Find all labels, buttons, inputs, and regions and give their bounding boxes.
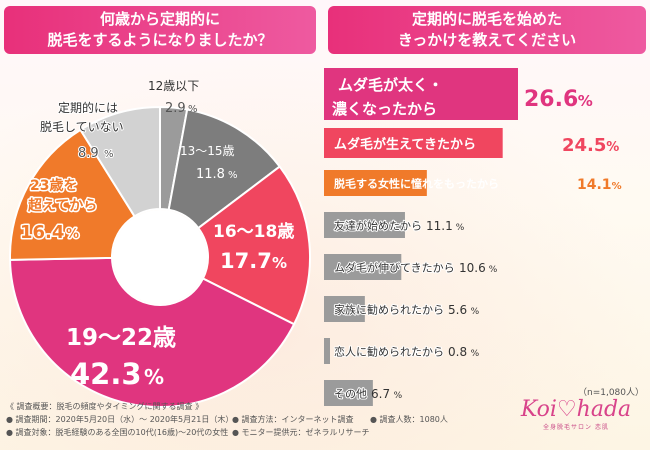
bar-value-5: 10.6 xyxy=(459,261,486,275)
bar-row-7: 恋人に勧められたから 0.8% xyxy=(324,338,480,364)
bar-label-2: ムダ毛が生えてきたから xyxy=(334,137,476,153)
slice-label-none-2: 脱毛していない xyxy=(40,119,124,134)
bar-label-1-line1: ムダ毛が太く・ xyxy=(338,76,443,94)
bar-row-4: 友達が始めたから 11.1% xyxy=(324,212,465,238)
bar-row-6: 家族に勧められたから 5.6% xyxy=(324,296,480,322)
slice-label-16-18: 16〜18歳 xyxy=(213,221,294,242)
bar-row-2: ムダ毛が生えてきたから 24.5% xyxy=(324,128,619,158)
bar-value-1: 26.6 xyxy=(524,87,578,112)
slice-pct-12-under: 2.9 xyxy=(165,101,186,116)
slice-unit-19-22: % xyxy=(144,365,164,389)
bar-value-8: 6.7 xyxy=(371,387,390,401)
slice-unit-none: % xyxy=(104,149,114,160)
left-header-line2: 脱毛をするようになりましたか？ xyxy=(47,31,273,49)
left-header-line1: 何歳から定期的に xyxy=(99,10,220,28)
sample-size-label: （n=1,080人） xyxy=(578,388,645,398)
slice-label-23-over-1: 23歳を xyxy=(30,177,77,194)
bar-label-5: ムダ毛が伸びてきたから xyxy=(334,261,455,275)
logo-tagline: 全身脱毛サロン 恋肌 xyxy=(543,424,609,431)
bar-label-8: その他 xyxy=(334,388,367,401)
slice-pct-19-22: 42.3 xyxy=(70,357,142,391)
footnote-period: ● 調査期間：2020年5月20日（水）〜 2020年5月21日（木） xyxy=(6,415,234,424)
bar-5 xyxy=(324,254,402,280)
bar-unit-3: % xyxy=(612,181,622,192)
pie-slice-6 xyxy=(79,105,161,218)
slice-pct-23-over: 16.4 xyxy=(20,222,64,243)
bar-value-6: 5.6 xyxy=(448,303,467,317)
bar-value-3: 14.1 xyxy=(577,177,612,193)
slice-label-23-over-2: 超えてから xyxy=(27,197,97,214)
bar-3 xyxy=(324,170,427,196)
slice-pct-13-15: 11.8 xyxy=(196,167,225,182)
bar-row-8: その他 6.7% xyxy=(324,380,403,406)
footnote-count: ● 調査人数：1080人 xyxy=(370,415,448,424)
slice-label-12-under: 12歳以下 xyxy=(148,79,199,93)
slice-label-none-1: 定期的には xyxy=(58,100,118,115)
bar-label-7: 恋人に勧められたから xyxy=(334,345,444,359)
slice-unit-23-over: % xyxy=(66,227,79,242)
bar-value-4: 11.1 xyxy=(426,219,453,233)
right-header-line1: 定期的に脱毛を始めた xyxy=(411,10,562,28)
footnote-title: 《 調査概要：脱毛の頻度やタイミングに関する調査 》 xyxy=(6,402,204,411)
bar-value-7: 0.8 xyxy=(448,345,467,359)
slice-label-13-15: 13〜15歳 xyxy=(180,144,235,158)
bar-unit-1: % xyxy=(578,92,593,110)
bar-row-3: 脱毛する女性に憧れをもったから 14.1% xyxy=(324,170,622,196)
pie-slice-4 xyxy=(9,256,296,408)
koihada-logo: Koi♡hada 全身脱毛サロン 恋肌 xyxy=(516,397,636,432)
pie-labels: 12歳以下 2.9 % 13〜15歳 11.8 % 16〜18歳 17.7 % 19〜22歳 42.… xyxy=(19,79,295,391)
footnote-provider: ● モニター提供元：ゼネラルリサーチ xyxy=(232,428,370,437)
slice-label-19-22: 19〜22歳 xyxy=(66,325,176,351)
bar-unit-7: % xyxy=(471,349,480,359)
bar-unit-5: % xyxy=(489,265,498,275)
slice-unit-13-15: % xyxy=(228,170,238,181)
right-header-line2: きっかけを教えてください xyxy=(397,31,577,49)
bar-1 xyxy=(324,68,518,120)
pie-slice-3 xyxy=(196,165,311,326)
bar-label-1-line2: 濃くなったから xyxy=(332,100,437,118)
bar-label-3: 脱毛する女性に憧れをもったから xyxy=(334,177,499,191)
slice-pct-none: 8.9 xyxy=(78,146,99,161)
logo-wordmark: Koi♡hada xyxy=(520,397,632,422)
bar-7 xyxy=(324,338,330,364)
bar-6 xyxy=(324,296,365,322)
bar-4 xyxy=(324,212,405,238)
bar-8 xyxy=(324,380,373,406)
footnote-target: ● 調査対象：脱毛経験のある全国の10代(16歳)〜20代の女性 xyxy=(6,428,229,437)
bar-value-2: 24.5 xyxy=(562,135,606,156)
slice-pct-16-18: 17.7 xyxy=(220,249,272,273)
pie-slice-5 xyxy=(9,128,136,261)
left-question-header: 何歳から定期的に 脱毛をするようになりましたか？ xyxy=(4,6,316,54)
bar-label-4: 友達が始めたから xyxy=(334,219,422,233)
right-question-header: 定期的に脱毛を始めた きっかけを教えてください xyxy=(328,6,646,54)
bar-unit-2: % xyxy=(606,140,619,155)
slice-unit-12-under: % xyxy=(188,104,198,115)
pie-center-hole xyxy=(113,210,207,304)
bar-row-1: ムダ毛が太く・濃くなったから 26.6% xyxy=(324,68,593,120)
bar-2 xyxy=(324,128,503,158)
bar-unit-8: % xyxy=(394,391,403,401)
bar-unit-6: % xyxy=(471,307,480,317)
footnote-method: ● 調査方法：インターネット調査 xyxy=(232,415,354,424)
bar-unit-4: % xyxy=(456,223,465,233)
bar-label-6: 家族に勧められたから xyxy=(334,303,444,317)
bar-row-5: ムダ毛が伸びてきたから 10.6% xyxy=(324,254,498,280)
slice-unit-16-18: % xyxy=(272,254,287,272)
